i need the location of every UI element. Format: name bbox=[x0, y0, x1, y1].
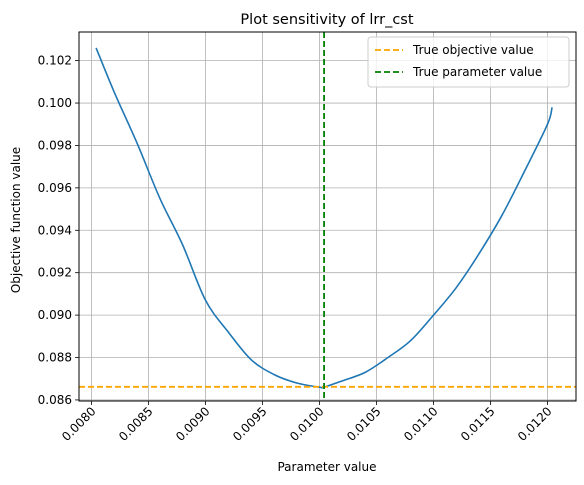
y-tick-label: 0.100 bbox=[38, 96, 72, 110]
grid bbox=[79, 32, 576, 401]
x-axis-title: Parameter value bbox=[277, 460, 376, 474]
legend: True objective value True parameter valu… bbox=[367, 36, 570, 88]
legend-label-true-objective: True objective value bbox=[412, 43, 534, 57]
plot-frame bbox=[78, 31, 577, 402]
legend-box bbox=[367, 36, 570, 88]
y-tick-label: 0.096 bbox=[38, 181, 72, 195]
y-tick-label: 0.092 bbox=[38, 266, 72, 280]
chart-title: Plot sensitivity of lrr_cst bbox=[240, 12, 413, 28]
y-tick-label: 0.088 bbox=[38, 351, 72, 365]
y-tick-label: 0.086 bbox=[38, 393, 72, 407]
legend-label-true-parameter: True parameter value bbox=[412, 65, 542, 79]
plot-data bbox=[79, 32, 576, 401]
y-tick-label: 0.102 bbox=[38, 54, 72, 68]
y-tick-label: 0.090 bbox=[38, 308, 72, 322]
y-tick-label: 0.094 bbox=[38, 223, 72, 237]
y-tick-label: 0.098 bbox=[38, 138, 72, 152]
y-axis-title: Objective function value bbox=[9, 147, 23, 293]
